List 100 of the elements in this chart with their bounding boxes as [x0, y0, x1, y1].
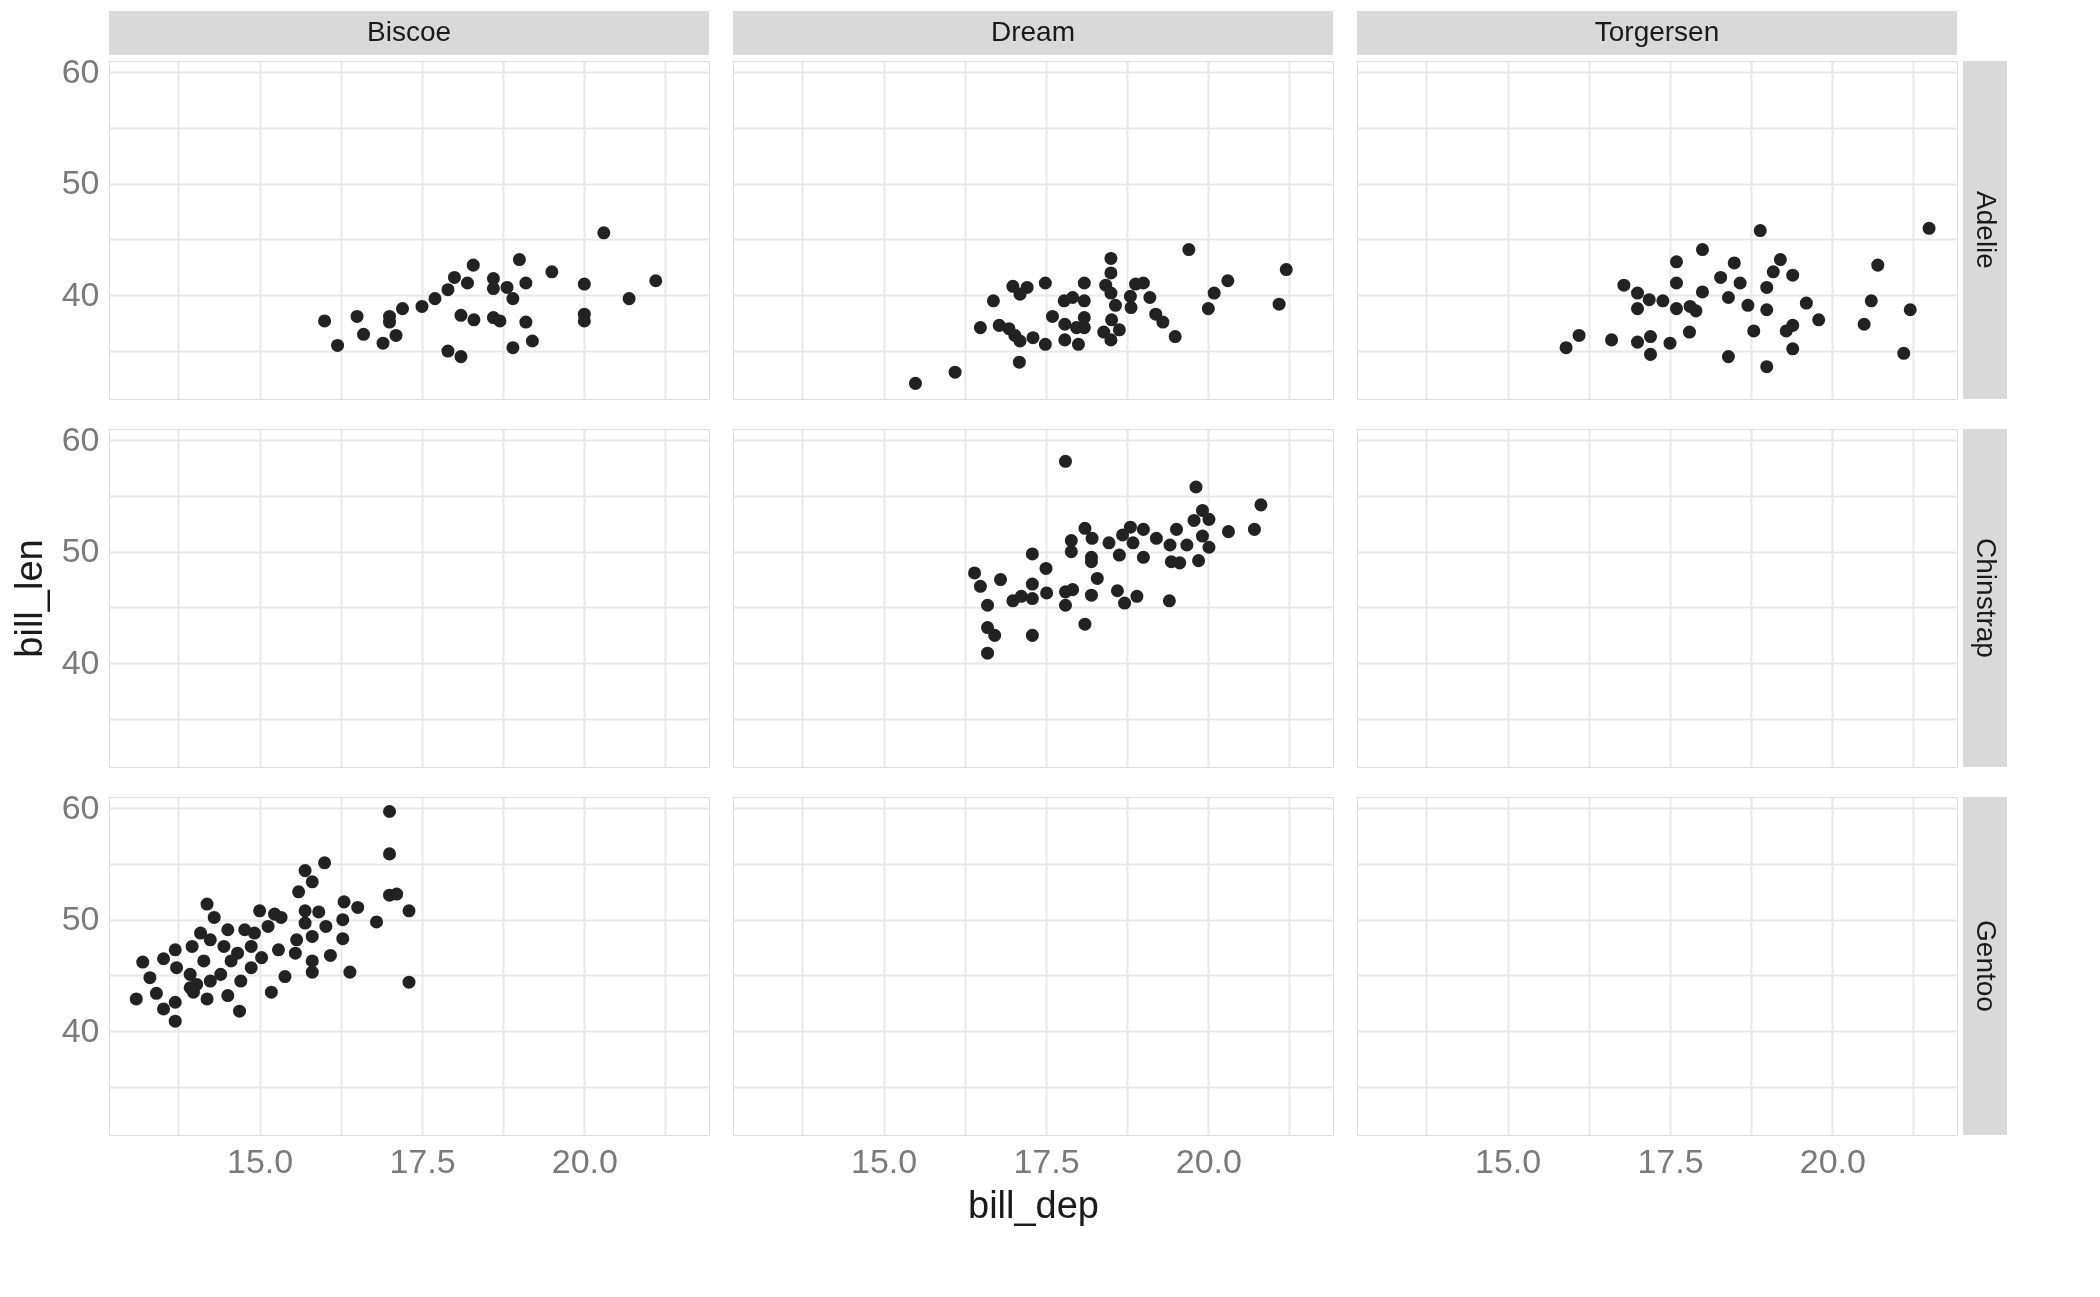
point	[1014, 589, 1028, 603]
chart-title: Biscoe	[366, 16, 452, 47]
point	[1201, 302, 1215, 316]
point	[1058, 598, 1072, 612]
point	[466, 258, 480, 272]
point	[1682, 325, 1696, 339]
point	[1026, 331, 1040, 345]
x-tick-label: 17.5	[1637, 1141, 1704, 1180]
x-tick-label: 17.5	[389, 1141, 456, 1180]
point	[1631, 302, 1645, 316]
point	[1760, 303, 1774, 317]
point	[441, 283, 455, 297]
point	[981, 598, 995, 612]
point	[1038, 337, 1052, 351]
point	[525, 334, 539, 348]
point	[1272, 297, 1286, 311]
point	[1123, 520, 1137, 534]
point	[1078, 617, 1092, 631]
point	[973, 579, 987, 593]
y-tick-label: 40	[61, 274, 100, 313]
y-tick-label: 50	[61, 899, 100, 938]
point	[1040, 586, 1054, 600]
point	[1760, 280, 1774, 294]
point	[1779, 324, 1793, 338]
point	[1149, 531, 1163, 545]
point	[1136, 522, 1150, 536]
point	[1202, 512, 1216, 526]
point	[350, 309, 364, 323]
point	[1786, 342, 1800, 356]
point	[519, 276, 533, 290]
point	[1020, 280, 1034, 294]
point	[1130, 589, 1144, 603]
point	[1180, 538, 1194, 552]
point	[1689, 304, 1703, 318]
point	[597, 226, 611, 240]
point	[1903, 303, 1917, 317]
point	[1110, 584, 1124, 598]
point	[460, 276, 474, 290]
point	[1663, 336, 1677, 350]
point	[1182, 243, 1196, 257]
point	[649, 274, 663, 288]
point	[1025, 547, 1039, 561]
point	[1077, 294, 1091, 308]
point	[1643, 347, 1658, 361]
point	[1084, 588, 1098, 602]
point	[1669, 255, 1683, 269]
point	[1104, 286, 1118, 300]
point	[1025, 577, 1039, 591]
point	[1760, 360, 1774, 374]
x-tick-label: 20.0	[551, 1141, 618, 1180]
point	[1786, 268, 1800, 282]
point	[1747, 324, 1761, 338]
point	[1773, 253, 1787, 267]
point	[1559, 341, 1573, 355]
point	[1727, 256, 1741, 270]
y2-axis-title: Gentoo	[1971, 920, 2002, 1012]
y-axis-title: bill_len	[7, 539, 50, 658]
point	[1221, 274, 1235, 288]
point	[1195, 529, 1209, 543]
x-tick-label: 17.5	[1013, 1141, 1080, 1180]
point	[1642, 293, 1656, 307]
point	[1714, 270, 1728, 284]
point	[1066, 583, 1080, 597]
point	[1631, 335, 1645, 349]
point	[506, 292, 520, 306]
chart-title: Dream	[990, 16, 1076, 47]
point	[1136, 276, 1150, 290]
y-tick-label: 50	[61, 531, 100, 570]
point	[1058, 317, 1072, 331]
point	[1112, 323, 1126, 337]
point	[1104, 266, 1118, 280]
point	[1766, 265, 1780, 279]
point	[994, 573, 1008, 587]
point	[467, 313, 481, 327]
point	[1753, 224, 1767, 238]
y-tick-label: 50	[61, 163, 100, 202]
point	[1105, 313, 1119, 327]
point	[1078, 521, 1092, 535]
y-tick-label: 60	[61, 787, 100, 826]
point	[1733, 276, 1747, 290]
point	[1721, 290, 1735, 304]
point	[500, 280, 514, 294]
point	[1572, 328, 1586, 342]
point	[1058, 454, 1072, 468]
x-tick-label: 20.0	[1799, 1141, 1866, 1180]
point	[376, 336, 390, 350]
point	[1864, 294, 1878, 308]
point	[988, 628, 1002, 642]
point	[1202, 540, 1216, 554]
point	[1102, 536, 1116, 550]
y-tick-label: 40	[61, 642, 100, 681]
point	[577, 277, 591, 291]
point	[545, 265, 559, 279]
x-tick-label: 20.0	[1175, 1141, 1242, 1180]
point	[1104, 251, 1118, 265]
point	[1207, 286, 1221, 300]
point	[1169, 522, 1184, 536]
point	[1112, 548, 1126, 562]
point	[1163, 538, 1177, 552]
point	[1189, 480, 1203, 494]
